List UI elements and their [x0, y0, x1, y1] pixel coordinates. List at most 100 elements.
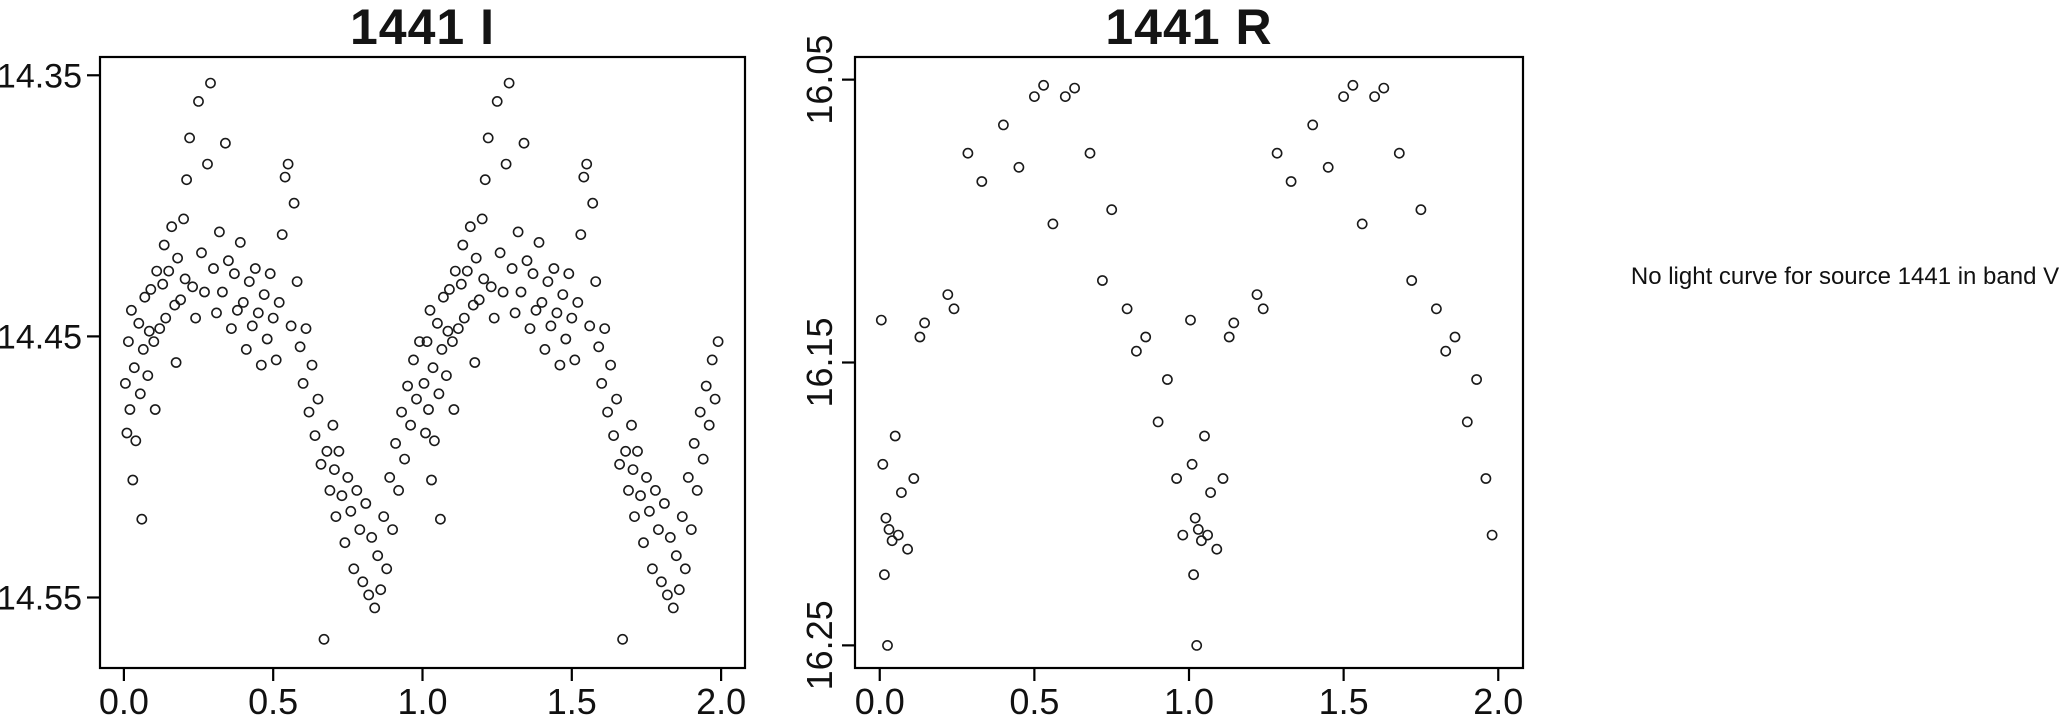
data-point: [614, 458, 625, 470]
data-point: [524, 323, 536, 334]
data-point: [997, 119, 1009, 131]
data-point: [309, 430, 321, 441]
data-point: [390, 437, 401, 449]
data-point: [216, 286, 228, 298]
data-point: [650, 484, 661, 496]
data-point: [127, 474, 139, 486]
data-point: [587, 197, 599, 209]
data-point: [225, 323, 237, 334]
data-point: [312, 393, 324, 405]
data-point: [428, 435, 440, 447]
data-point: [1471, 374, 1482, 385]
data-point: [145, 283, 157, 295]
data-point: [623, 484, 634, 496]
data-point: [125, 304, 137, 316]
x-tick-label: 0.5: [248, 681, 298, 721]
data-point: [467, 299, 479, 311]
data-point: [512, 226, 524, 238]
data-point: [638, 537, 649, 549]
data-point: [442, 325, 454, 337]
data-point: [1406, 275, 1418, 286]
data-point: [1440, 345, 1452, 357]
data-point: [357, 576, 369, 588]
x-tick-label: 1.5: [547, 681, 597, 721]
data-point: [530, 304, 542, 316]
data-point: [175, 294, 186, 306]
data-point: [503, 77, 515, 89]
data-point: [130, 435, 142, 447]
data-point: [1059, 91, 1071, 102]
data-point: [572, 296, 584, 308]
data-point: [128, 362, 140, 374]
data-point: [170, 357, 182, 368]
x-tick-label: 2.0: [696, 681, 746, 721]
data-point: [886, 535, 898, 547]
data-point: [482, 132, 494, 144]
data-point: [1415, 204, 1427, 216]
data-point: [1186, 458, 1198, 470]
data-point: [602, 406, 613, 418]
data-point: [149, 404, 161, 415]
data-point: [545, 320, 557, 332]
data-point: [1211, 543, 1223, 555]
data-point: [518, 137, 530, 149]
data-point: [202, 158, 213, 170]
data-point: [249, 263, 261, 274]
y-tick-label: 16.05: [799, 35, 840, 125]
data-point: [1152, 416, 1164, 428]
x-tick-label: 0.0: [99, 681, 149, 721]
data-point: [1205, 487, 1216, 498]
data-point: [673, 584, 685, 596]
data-point: [237, 296, 249, 308]
data-point: [1431, 303, 1442, 315]
data-point: [596, 377, 608, 389]
data-point: [685, 524, 697, 535]
data-point: [566, 312, 578, 324]
data-point: [231, 304, 243, 316]
data-point: [139, 291, 151, 303]
data-point: [142, 370, 154, 381]
data-point: [1251, 289, 1263, 300]
data-point: [273, 296, 285, 308]
data-point: [387, 524, 398, 535]
data-point: [1338, 91, 1349, 102]
data-point: [342, 471, 354, 483]
data-point: [706, 354, 718, 366]
data-point: [219, 137, 231, 149]
data-point: [1480, 473, 1492, 484]
data-point: [506, 263, 518, 274]
data-point: [877, 458, 889, 470]
plot-panel-band-R: 1441 R 0.0 0.5 1.0 1.5 2.0 16.05 16.15 16.25: [770, 0, 1535, 721]
data-point: [178, 213, 189, 225]
data-point: [1199, 430, 1210, 442]
data-point: [420, 427, 431, 439]
data-point: [423, 404, 434, 415]
data-point: [895, 487, 907, 498]
data-point: [276, 229, 288, 240]
data-point: [449, 265, 461, 277]
data-point: [620, 445, 631, 457]
data-point: [327, 419, 339, 431]
plot-box: [98, 55, 747, 670]
data-point: [291, 276, 303, 287]
y-tick-label: 14.55: [0, 580, 82, 618]
data-point: [336, 490, 348, 502]
data-point: [455, 278, 467, 290]
data-point: [408, 354, 419, 366]
data-point: [644, 505, 655, 517]
data-point: [372, 550, 384, 562]
data-point: [882, 640, 893, 651]
data-point: [1192, 524, 1204, 535]
data-point: [533, 236, 545, 248]
data-point: [133, 317, 145, 329]
data-point: [605, 359, 616, 371]
data-point: [679, 563, 691, 575]
data-point: [697, 453, 709, 465]
data-point: [1069, 82, 1080, 94]
data-point: [691, 484, 703, 496]
scatter-plot-band-I: 0.0 0.5 1.0 1.5 2.0 14.35 14.45 14.55: [0, 55, 747, 721]
data-point: [682, 471, 694, 483]
data-point: [426, 474, 437, 486]
data-point: [181, 174, 192, 186]
data-point: [626, 419, 637, 431]
